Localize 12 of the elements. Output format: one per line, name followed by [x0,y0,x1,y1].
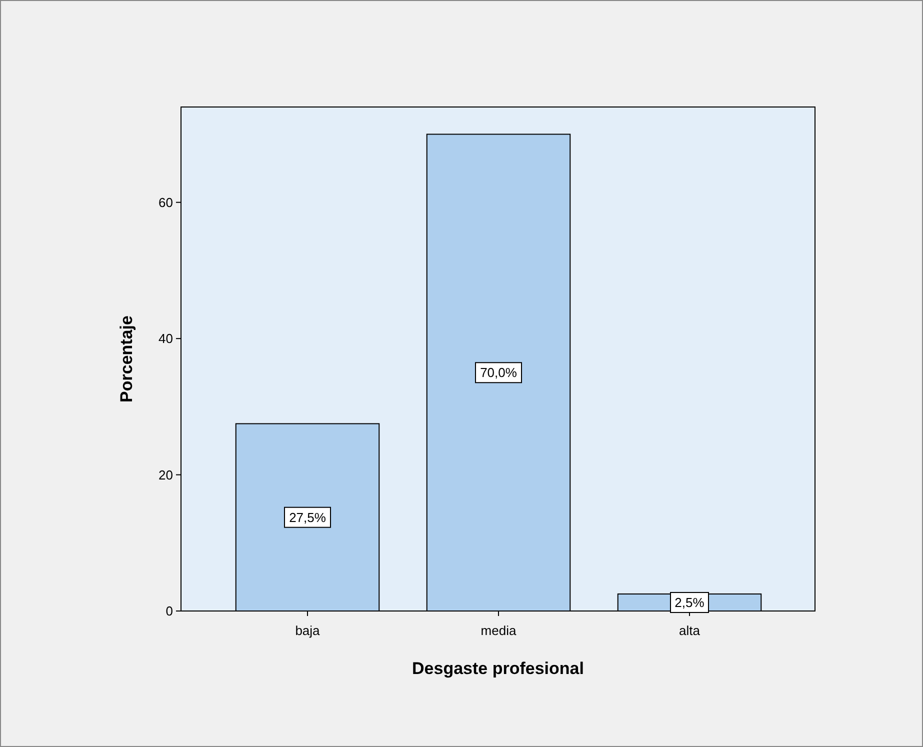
x-axis-title: Desgaste profesional [412,659,584,678]
data-label: 27,5% [289,510,326,525]
y-tick-label: 20 [158,467,173,482]
x-tick-label: media [480,623,517,638]
data-label: 70,0% [480,365,518,380]
x-tick-label: alta [679,623,701,638]
y-axis-title: Porcentaje [117,316,136,402]
y-tick-label: 40 [158,331,173,346]
y-tick-label: 0 [166,604,173,619]
y-tick-label: 60 [158,194,173,210]
data-label: 2,5% [674,595,705,610]
x-tick-label: baja [295,623,321,638]
